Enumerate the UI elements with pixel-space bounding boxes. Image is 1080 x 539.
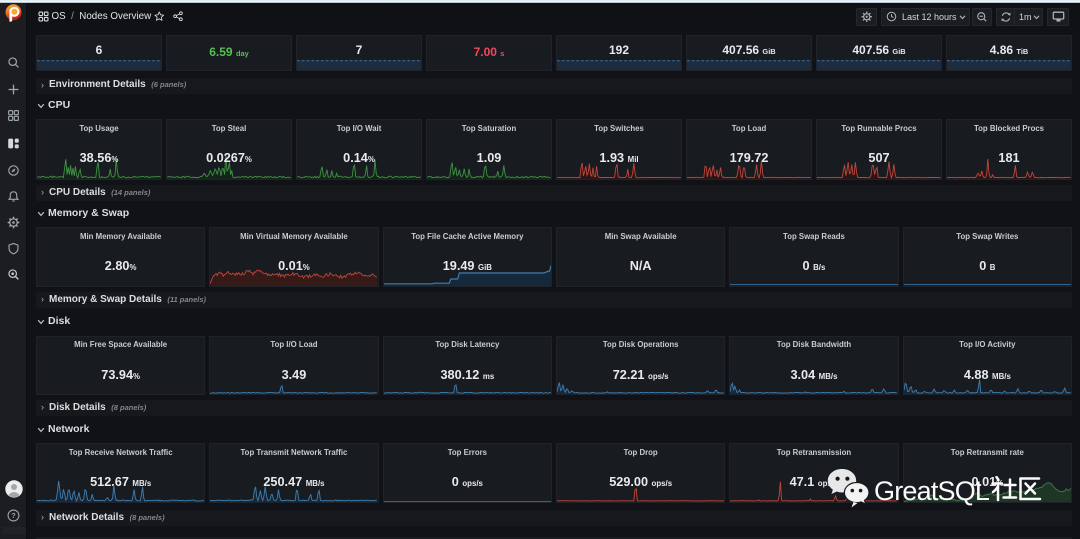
svg-text:?: ?: [11, 511, 16, 520]
